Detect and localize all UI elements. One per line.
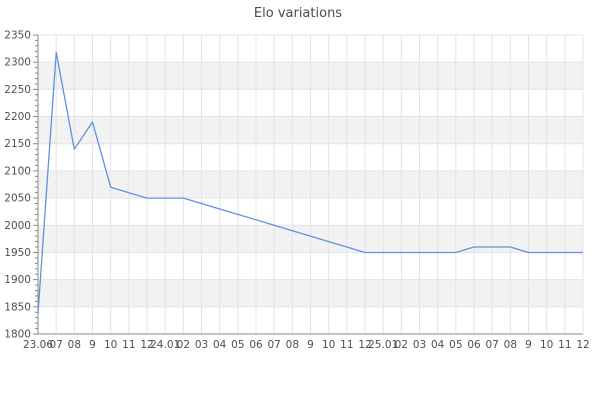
y-axis-label: 1800 [4, 329, 31, 341]
y-axis-label: 2100 [4, 165, 31, 177]
x-axis-label: 03 [195, 339, 208, 351]
x-axis-label: 10 [104, 339, 117, 351]
y-axis-label: 2050 [4, 193, 31, 205]
x-axis-label: 23.06 [23, 339, 53, 351]
x-axis-label: 08 [68, 339, 81, 351]
y-axis-label: 2350 [4, 30, 31, 42]
x-axis-label: 06 [249, 339, 263, 351]
x-axis-label: 9 [89, 339, 96, 351]
chart-title: Elo variations [253, 6, 343, 21]
y-axis-label: 2150 [4, 138, 31, 150]
x-axis-label: 9 [525, 339, 532, 351]
x-axis-label: 12 [358, 339, 371, 351]
x-axis-label: 11 [558, 339, 571, 351]
x-axis-label: 10 [540, 339, 553, 351]
elo-line-series [37, 51, 583, 314]
x-axis-label: 11 [340, 339, 353, 351]
y-axis-label: 2000 [4, 220, 31, 232]
x-axis-label: 12 [140, 339, 153, 351]
x-axis-label: 10 [322, 339, 335, 351]
x-axis-label: 03 [413, 339, 426, 351]
x-axis-label: 08 [286, 339, 299, 351]
x-axis-label: 9 [307, 339, 314, 351]
x-axis-label: 08 [504, 339, 517, 351]
x-axis-label: 07 [49, 339, 62, 351]
x-axis-label: 06 [467, 339, 481, 351]
y-axis-label: 2250 [4, 84, 31, 96]
x-axis-label: 02 [177, 339, 190, 351]
y-axis-label: 2300 [4, 57, 31, 69]
x-axis-label: 24.01 [150, 339, 180, 351]
x-axis-label: 05 [231, 339, 244, 351]
x-axis-label: 12 [576, 339, 589, 351]
x-axis-label: 04 [431, 339, 445, 351]
y-axis-label: 1850 [4, 301, 31, 313]
x-axis-label: 02 [395, 339, 408, 351]
x-axis-label: 07 [267, 339, 280, 351]
x-axis-label: 11 [122, 339, 135, 351]
y-axis-label: 2200 [4, 111, 31, 123]
x-axis-label: 07 [485, 339, 498, 351]
x-axis-label: 25.01 [368, 339, 398, 351]
y-axis-label: 1950 [4, 247, 31, 259]
y-axis-label: 1900 [4, 274, 31, 286]
x-axis-label: 05 [449, 339, 462, 351]
x-axis-label: 04 [213, 339, 227, 351]
